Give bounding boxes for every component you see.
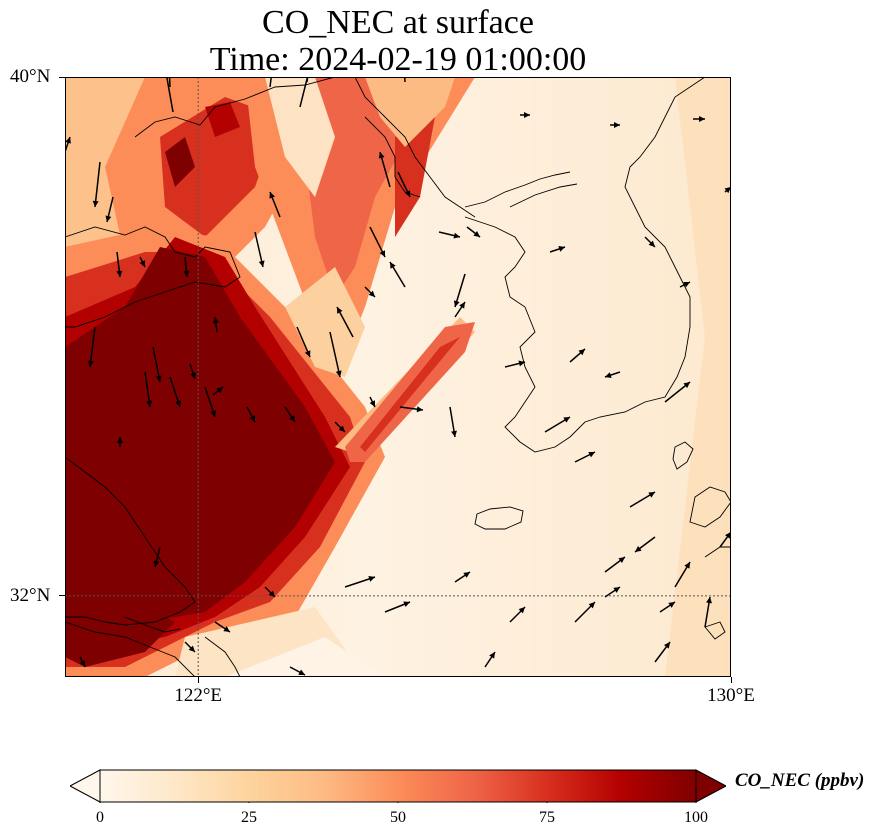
wind-arrow	[289, 666, 306, 676]
wind-arrow	[79, 656, 86, 668]
wind-arrow	[504, 360, 526, 368]
lon-tick-mark	[730, 677, 732, 683]
colorbar-tick-label: 100	[684, 809, 708, 826]
wind-arrow	[87, 326, 96, 368]
wind-arrow	[168, 78, 171, 88]
wind-arrow	[269, 191, 281, 218]
wind-arrow	[184, 641, 196, 653]
wind-arrow	[183, 256, 190, 278]
wind-arrow	[214, 621, 231, 633]
wind-arrow	[378, 151, 391, 188]
wind-arrow	[466, 226, 481, 238]
wind-arrow	[336, 306, 354, 338]
wind-arrow	[296, 326, 311, 358]
lat-tick-label: 32°N	[10, 584, 51, 606]
wind-arrow	[299, 78, 309, 108]
wind-arrow	[116, 251, 123, 278]
wind-arrow	[152, 346, 162, 383]
wind-arrow	[264, 586, 276, 598]
colorbar-label: CO_NEC (ppbv)	[735, 770, 865, 791]
wind-arrow	[189, 363, 196, 380]
wind-arrow	[719, 532, 730, 548]
wind-arrow	[549, 246, 566, 253]
wind-vectors	[66, 78, 730, 676]
wind-arrow	[449, 406, 457, 438]
lon-tick-label: 122°E	[174, 685, 223, 706]
colorbar-tick-label: 50	[390, 809, 406, 826]
wind-arrow	[438, 231, 461, 239]
wind-arrow	[166, 78, 174, 113]
wind-arrow	[212, 386, 224, 396]
colorbar-min-extension	[70, 769, 101, 803]
wind-arrow	[654, 641, 671, 663]
wind-arrow	[284, 406, 296, 423]
wind-arrow	[629, 491, 656, 508]
wind-arrow	[212, 316, 219, 333]
wind-arrow	[520, 112, 530, 118]
wind-arrow	[254, 231, 265, 268]
wind-arrow	[509, 606, 526, 623]
colorbar-tick-label: 0	[96, 809, 104, 826]
wind-arrow	[454, 571, 471, 583]
wind-arrow	[389, 261, 406, 288]
wind-arrow	[153, 546, 161, 568]
wind-arrow	[66, 136, 71, 152]
wind-arrow	[644, 236, 656, 248]
map-title-line1: CO_NEC at surface	[262, 4, 534, 41]
wind-arrow	[679, 281, 691, 288]
wind-arrow	[204, 386, 216, 418]
wind-arrow	[92, 161, 101, 208]
wind-arrow	[604, 556, 626, 573]
wind-arrow	[369, 396, 376, 408]
wind-arrow	[453, 273, 466, 308]
wind-arrow	[246, 406, 256, 423]
wind-arrow	[329, 331, 342, 378]
wind-arrow	[117, 437, 123, 447]
lon-tick-label: 130°E	[707, 685, 755, 706]
wind-arrow	[693, 116, 705, 122]
colorbar-tick-label: 75	[539, 809, 555, 826]
lat-tick-mark	[59, 595, 65, 597]
wind-arrow	[610, 122, 620, 128]
wind-arrow	[364, 286, 376, 298]
wind-arrow	[659, 601, 676, 613]
wind-arrow	[574, 451, 596, 463]
wind-arrow	[604, 371, 621, 378]
wind-arrow	[334, 421, 346, 433]
colorbar-tick-label: 25	[241, 809, 257, 826]
wind-arrow	[144, 371, 153, 408]
colorbar-gradient	[99, 769, 697, 803]
wind-arrow	[674, 561, 691, 588]
wind-arrow	[139, 256, 146, 268]
wind-arrow	[384, 601, 411, 613]
wind-arrow	[399, 406, 424, 413]
lon-tick-mark	[197, 677, 199, 683]
wind-arrow	[397, 171, 411, 198]
lat-tick-mark	[59, 76, 65, 78]
colorbar	[70, 769, 726, 803]
wind-arrow	[454, 301, 466, 318]
concentration-field	[66, 78, 730, 676]
lat-tick-label: 40°N	[10, 66, 51, 87]
wind-arrow	[634, 536, 656, 553]
colorbar-max-extension	[695, 769, 726, 803]
map-panel	[65, 77, 731, 677]
wind-arrow	[569, 348, 586, 363]
map-title-line2: Time: 2024-02-19 01:00:00	[209, 41, 587, 78]
wind-arrow	[484, 651, 496, 668]
wind-arrow	[269, 78, 272, 88]
gridlines	[66, 78, 730, 676]
wind-arrow	[544, 416, 571, 433]
wind-arrow	[344, 576, 376, 588]
wind-arrow	[169, 376, 181, 408]
wind-arrow	[369, 226, 386, 258]
coastlines	[66, 78, 730, 676]
wind-arrow	[574, 601, 596, 623]
wind-arrow	[105, 196, 114, 223]
map-canvas	[66, 78, 730, 676]
wind-arrow	[664, 381, 691, 403]
wind-arrow	[704, 596, 712, 628]
wind-arrow	[724, 186, 730, 194]
wind-arrow	[604, 586, 621, 598]
